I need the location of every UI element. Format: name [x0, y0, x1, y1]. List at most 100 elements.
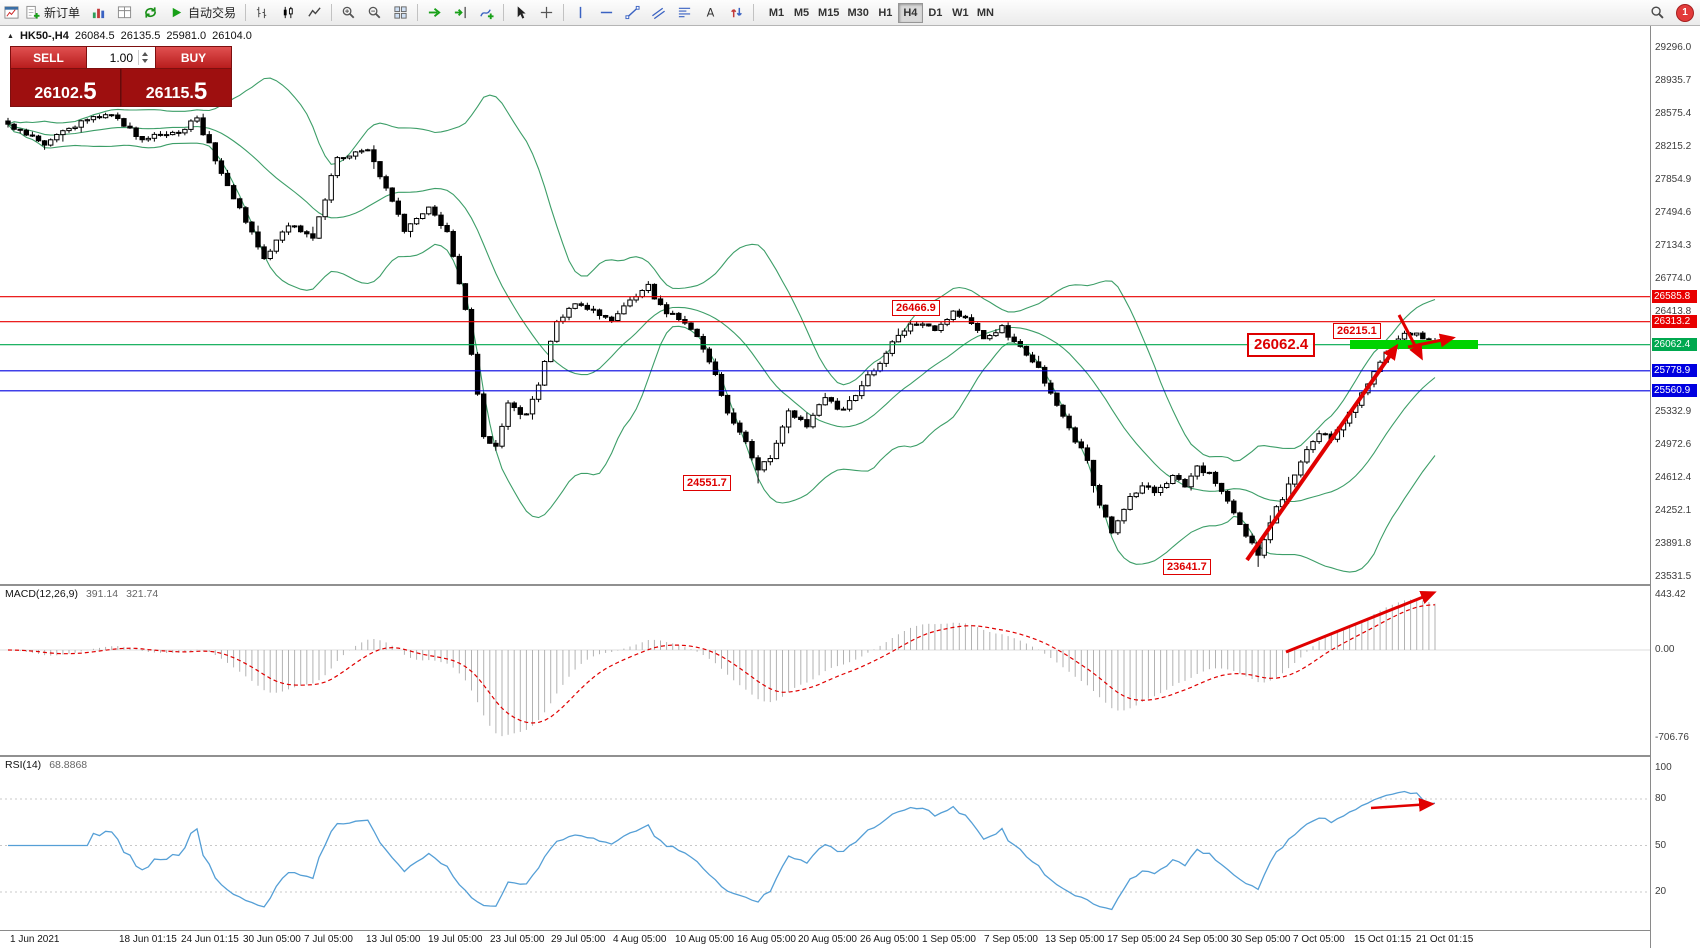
arrows-tool-button[interactable] — [724, 2, 749, 24]
rsi-axis-label: 20 — [1655, 886, 1667, 897]
toolbar-separator — [417, 4, 419, 21]
time-axis-label: 19 Jul 05:00 — [428, 934, 483, 945]
indicators-button[interactable] — [474, 2, 499, 24]
data-window-icon — [117, 5, 132, 20]
candlestick-icon — [281, 5, 296, 20]
new-order-label: 新订单 — [44, 6, 81, 20]
timeframe-w1[interactable]: W1 — [948, 3, 973, 23]
channel-tool-button[interactable] — [646, 2, 671, 24]
price-annotation[interactable]: 23641.7 — [1163, 558, 1211, 575]
horizontal-line-tool-button[interactable] — [594, 2, 619, 24]
volume-up-icon[interactable] — [142, 52, 148, 56]
line-chart-type-button[interactable] — [302, 2, 327, 24]
text-tool-button[interactable]: A — [698, 2, 723, 24]
sell-button[interactable]: SELL — [10, 46, 87, 69]
search-button[interactable] — [1645, 2, 1670, 24]
zoom-out-button[interactable] — [362, 2, 387, 24]
toolbar-separator — [563, 4, 565, 21]
trendline-icon — [625, 5, 640, 20]
chart-macd-divider[interactable] — [0, 584, 1700, 586]
time-axis-label: 15 Oct 01:15 — [1354, 934, 1412, 945]
cursor-icon — [513, 5, 528, 20]
vertical-line-tool-button[interactable] — [568, 2, 593, 24]
price-annotation[interactable]: 24551.7 — [683, 475, 731, 492]
volume-down-icon[interactable] — [142, 59, 148, 63]
trendline-tool-button[interactable] — [620, 2, 645, 24]
auto-scroll-button[interactable] — [422, 2, 447, 24]
auto-trading-label: 自动交易 — [188, 6, 237, 20]
macd-rsi-divider[interactable] — [0, 755, 1700, 757]
auto-trading-button[interactable]: 自动交易 — [164, 2, 241, 24]
volume-input[interactable] — [87, 50, 135, 65]
rsi-arrow[interactable] — [1370, 797, 1435, 812]
price-axis-tick: 27134.3 — [1655, 240, 1692, 252]
time-axis-label: 13 Jul 05:00 — [366, 934, 421, 945]
rsi-axis-label: 100 — [1655, 762, 1672, 773]
price-axis-tick: 26413.8 — [1655, 306, 1692, 318]
price-axis-tick: 27494.6 — [1655, 207, 1692, 219]
chart-pullback-arrow[interactable] — [1397, 314, 1423, 361]
time-axis-label: 26 Aug 05:00 — [860, 934, 919, 945]
fibonacci-tool-button[interactable] — [672, 2, 697, 24]
price-axis-tick: 24612.4 — [1655, 471, 1692, 483]
new-order-button[interactable]: 新订单 — [20, 2, 85, 24]
annotation-arrows[interactable] — [1245, 314, 1456, 812]
chart-trend-arrow[interactable] — [1245, 343, 1399, 562]
time-axis-label: 30 Jun 05:00 — [243, 934, 301, 945]
toolbar-right-group: 1 — [1645, 2, 1696, 24]
vertical-line-icon — [573, 5, 588, 20]
time-axis-label: 30 Sep 05:00 — [1231, 934, 1291, 945]
time-axis-label: 13 Sep 05:00 — [1045, 934, 1105, 945]
timeframe-h4[interactable]: H4 — [897, 2, 923, 23]
tile-windows-button[interactable] — [388, 2, 413, 24]
timeframe-m5[interactable]: M5 — [789, 3, 814, 23]
price-axis-tick: 24972.6 — [1655, 438, 1692, 450]
macd-axis-label: 0.00 — [1655, 644, 1675, 655]
sell-price[interactable]: 26102. 5 — [10, 69, 121, 107]
timeframe-h1[interactable]: H1 — [873, 3, 898, 23]
buy-price-main: 26115. — [145, 85, 194, 102]
macd-indicator — [0, 599, 1650, 737]
time-axis-label: 17 Sep 05:00 — [1107, 934, 1167, 945]
time-axis-label: 7 Sep 05:00 — [984, 934, 1038, 945]
zoom-in-button[interactable] — [336, 2, 361, 24]
price-annotation[interactable]: 26466.9 — [892, 299, 940, 316]
price-level-label: 25560.9 — [1652, 383, 1697, 397]
timeframe-m1[interactable]: M1 — [764, 3, 789, 23]
candlestick-type-button[interactable] — [276, 2, 301, 24]
horizontal-level-lines[interactable] — [0, 296, 1650, 392]
price-annotation[interactable]: 26215.1 — [1333, 322, 1381, 339]
line-chart-icon — [307, 5, 322, 20]
buy-price[interactable]: 26115. 5 — [121, 69, 232, 107]
timeframe-d1[interactable]: D1 — [923, 3, 948, 23]
market-watch-button[interactable] — [86, 2, 111, 24]
macd-axis-label: 443.42 — [1655, 588, 1686, 600]
volume-spinner[interactable] — [138, 50, 151, 65]
rsi-title: RSI(14) — [5, 759, 42, 771]
notification-badge[interactable]: 1 — [1676, 3, 1694, 22]
time-axis[interactable]: 1 Jun 2021 18 Jun 01:15 24 Jun 01:15 30 Jun… — [0, 930, 1650, 948]
buy-price-pip: 5 — [193, 77, 208, 105]
history-refresh-button[interactable] — [138, 2, 163, 24]
chart-small-right-arrow[interactable] — [1407, 333, 1456, 349]
cursor-button[interactable] — [508, 2, 533, 24]
time-axis-label: 4 Aug 05:00 — [613, 934, 667, 945]
chart-shift-button[interactable] — [448, 2, 473, 24]
timeframe-mn[interactable]: MN — [973, 3, 998, 23]
buy-button[interactable]: BUY — [155, 46, 232, 69]
time-axis-label: 24 Sep 05:00 — [1169, 934, 1229, 945]
timeframe-m15[interactable]: M15 — [814, 3, 843, 23]
timeframe-m30[interactable]: M30 — [843, 3, 872, 23]
macd-arrow[interactable] — [1285, 590, 1437, 654]
price-axis-tick: 28935.7 — [1655, 75, 1692, 87]
crosshair-button[interactable] — [534, 2, 559, 24]
price-axis[interactable]: 29296.0 28935.7 28575.4 28215.2 27854.9 27494… — [1650, 26, 1700, 948]
time-axis-label: 7 Oct 05:00 — [1293, 934, 1345, 945]
arrows-tool-icon — [729, 5, 744, 20]
zoom-in-icon — [341, 5, 356, 20]
indicators-icon — [479, 5, 494, 20]
data-window-button[interactable] — [112, 2, 137, 24]
price-annotation[interactable]: 26062.4 — [1247, 332, 1316, 357]
bar-chart-type-button[interactable] — [250, 2, 275, 24]
